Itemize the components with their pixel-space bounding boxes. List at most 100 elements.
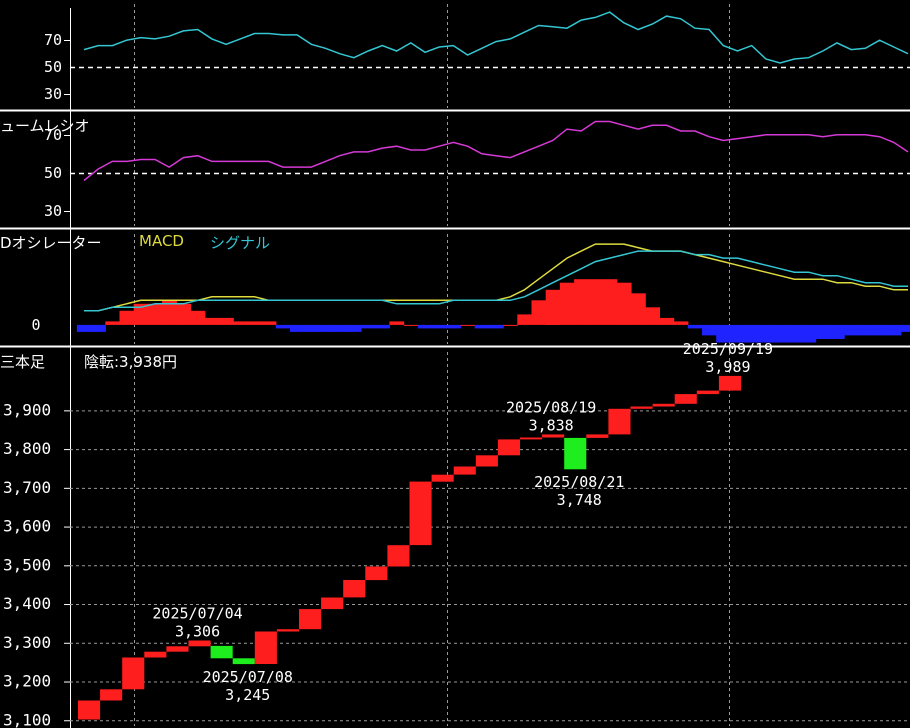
vr-tick-label: 30 [44, 202, 62, 220]
annotation-price: 3,245 [225, 686, 270, 704]
down-brick [232, 658, 255, 665]
rsi-tick-label: 30 [44, 85, 62, 103]
up-brick [475, 455, 498, 467]
macd-histogram-bar [787, 324, 802, 343]
volume-ratio-title: ュームレシオ [0, 117, 90, 135]
price-tick-label: 3,100 [3, 710, 51, 728]
macd-histogram-bar [645, 307, 660, 325]
up-brick [321, 597, 344, 610]
volume-ratio-line [83, 120, 909, 182]
annotation-price: 3,989 [705, 358, 750, 376]
up-brick [542, 434, 565, 438]
macd-histogram-bar [588, 279, 604, 325]
macd-histogram-bar [531, 300, 547, 325]
macd-zero-tick-label: 0 [31, 316, 40, 334]
price-tick-label: 3,500 [3, 555, 51, 574]
macd-histogram-bar [162, 300, 177, 325]
macd-histogram-bar [900, 324, 910, 332]
macd-histogram-bar [233, 321, 248, 325]
price-tick-label: 3,300 [3, 633, 51, 652]
annotation-price: 3,306 [175, 622, 220, 640]
up-brick [78, 700, 101, 720]
macd-histogram-bar [247, 321, 263, 325]
macd-histogram-bar [261, 321, 277, 325]
up-brick [299, 609, 322, 630]
macd-histogram-bar [176, 303, 192, 325]
annotation-date: 2025/09/19 [683, 340, 773, 358]
macd-histogram-bar [275, 324, 291, 329]
up-brick [453, 466, 476, 475]
up-brick [100, 689, 123, 701]
macd-histogram-bar [361, 324, 376, 329]
up-brick [431, 474, 454, 482]
macd-legend-label: MACD [139, 232, 184, 250]
macd-histogram-bar [872, 324, 888, 336]
macd-histogram-bar [801, 324, 817, 343]
macd-histogram-bar [204, 317, 220, 325]
macd-histogram-bar [346, 324, 362, 332]
up-brick [276, 629, 299, 632]
macd-histogram-bar [503, 324, 518, 326]
macd-histogram-bar [773, 324, 788, 343]
vr-tick-label: 50 [44, 164, 62, 182]
macd-histogram-bar [858, 324, 874, 336]
price-tick-label: 3,200 [3, 672, 51, 691]
macd-histogram-bar [517, 314, 533, 325]
up-brick [409, 481, 432, 546]
macd-histogram-bar [119, 310, 135, 325]
reversal-status: 陰転:3,938円 [84, 353, 177, 371]
macd-histogram-bar [403, 324, 419, 326]
macd-histogram-bar [886, 324, 902, 336]
macd-histogram-bar [304, 324, 319, 332]
down-brick [564, 437, 587, 470]
vr-tick-label: 70 [44, 126, 62, 144]
macd-histogram-bar [133, 303, 149, 325]
signal-legend-label: シグナル [210, 234, 271, 252]
macd-histogram-bar [76, 324, 92, 332]
annotation-price: 3,748 [557, 491, 602, 509]
macd-histogram-bar [318, 324, 334, 332]
price-tick-label: 3,800 [3, 439, 51, 458]
macd-histogram-bar [389, 321, 405, 325]
annotation-date: 2025/07/08 [203, 668, 293, 686]
macd-histogram-bar [332, 324, 348, 332]
macd-histogram-bar [105, 321, 121, 325]
macd-histogram-bar [844, 324, 859, 336]
macd-histogram-bar [815, 324, 831, 339]
annotation-date: 2025/08/19 [506, 398, 596, 416]
annotation-date: 2025/07/04 [152, 604, 242, 622]
macd-histogram-bar [758, 324, 774, 343]
up-brick [144, 651, 167, 658]
macd-histogram-bar [460, 324, 476, 326]
macd-histogram-bar [702, 324, 717, 336]
macd-histogram-bar [730, 324, 746, 343]
macd-histogram-bar [744, 324, 760, 343]
up-brick [188, 640, 211, 647]
macd-histogram-bar [190, 310, 206, 325]
macd-oscillator-title: Dオシレーター [0, 234, 102, 252]
price-tick-label: 3,600 [3, 517, 51, 536]
up-brick [254, 631, 277, 664]
macd-histogram-bar [290, 324, 305, 332]
macd-histogram-bar [829, 324, 845, 339]
up-brick [696, 390, 719, 395]
annotation-price: 3,838 [529, 416, 574, 434]
rsi-tick-label: 70 [44, 31, 62, 49]
macd-histogram-bar [545, 289, 561, 325]
macd-histogram-bar [716, 324, 731, 343]
price-tick-label: 3,700 [3, 478, 51, 497]
down-brick [210, 645, 233, 659]
up-brick [166, 646, 189, 652]
up-brick [652, 403, 675, 407]
macd-histogram-bar [474, 324, 490, 329]
macd-histogram-bar [147, 303, 163, 325]
macd-histogram-bar [687, 324, 703, 329]
up-brick [718, 375, 741, 391]
macd-histogram-bar [417, 324, 433, 329]
macd-histogram-bar [631, 293, 646, 325]
up-brick [365, 566, 388, 581]
up-brick [122, 657, 145, 690]
rsi-line [83, 11, 909, 64]
up-brick [674, 394, 697, 404]
